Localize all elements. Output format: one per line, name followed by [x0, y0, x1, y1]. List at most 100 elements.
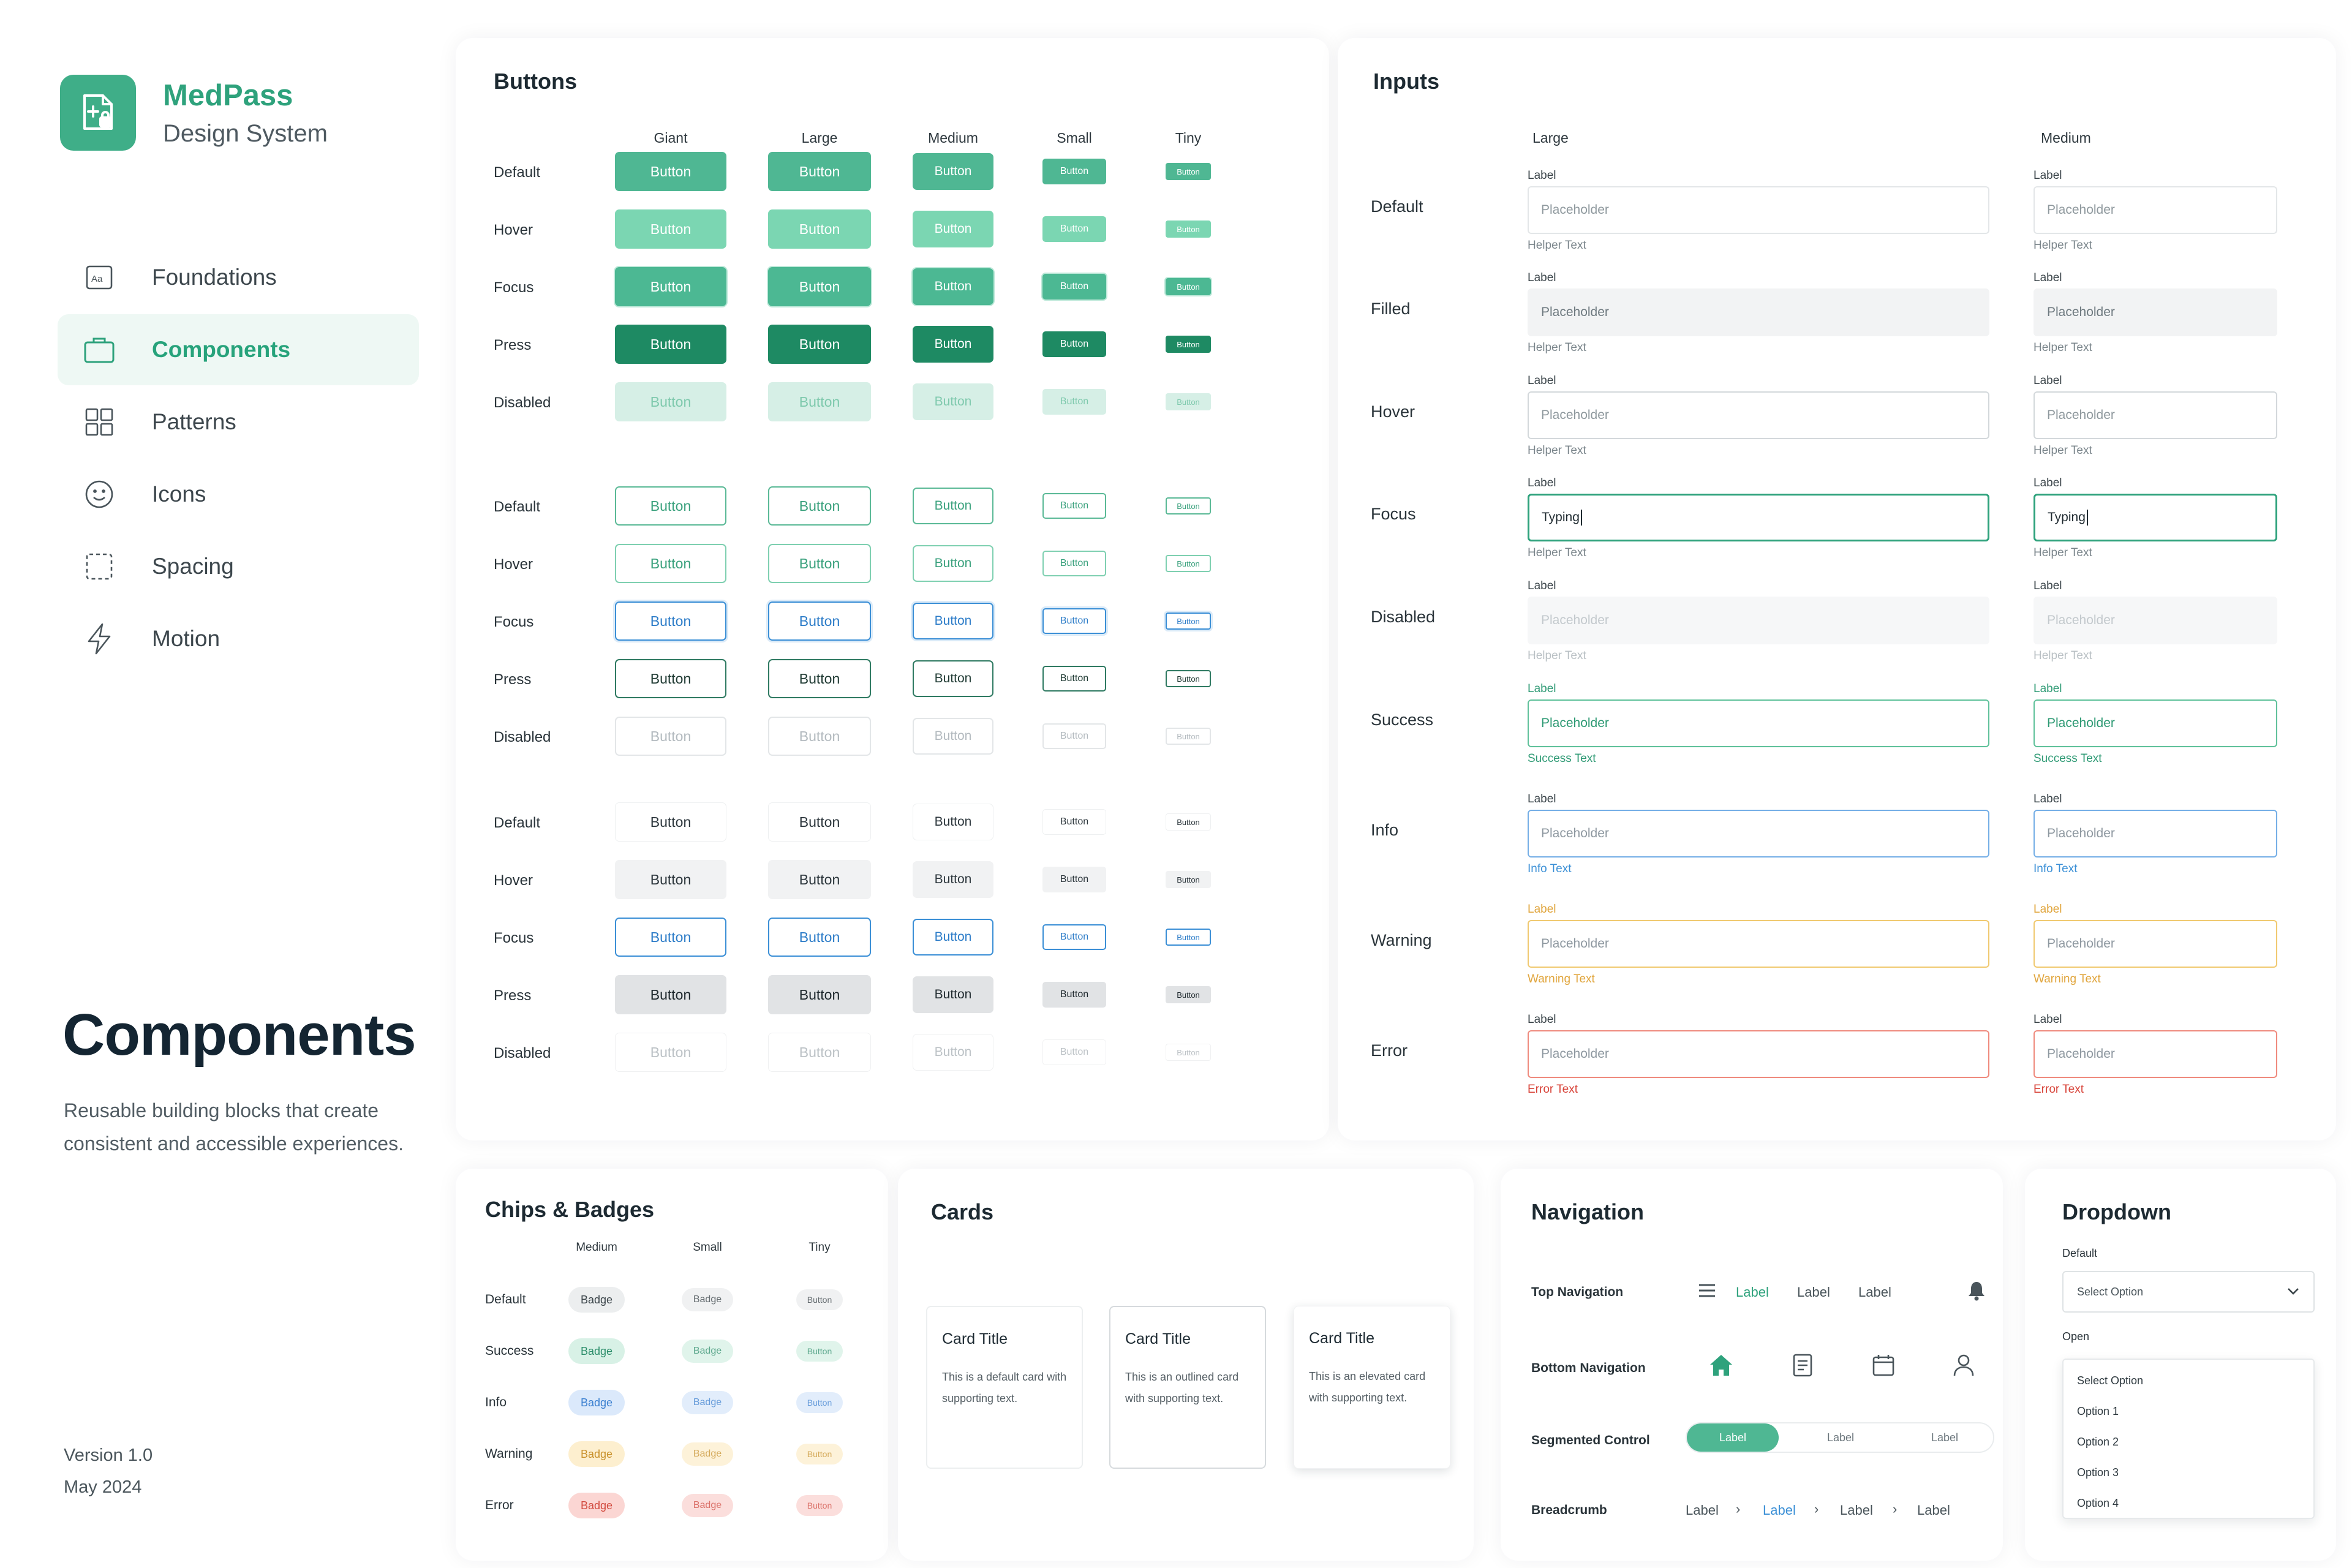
focus-large-input[interactable]: Typing: [1528, 494, 1989, 541]
ghost-press-button[interactable]: Button: [615, 975, 726, 1014]
filled-disabled-button[interactable]: Button: [1166, 393, 1211, 410]
ghost-press-button[interactable]: Button: [1042, 982, 1106, 1008]
filled-press-button[interactable]: Button: [913, 326, 993, 363]
filled-default-button[interactable]: Button: [1042, 159, 1106, 184]
sidebar-item-spacing[interactable]: Spacing: [58, 531, 419, 602]
dropdown-option[interactable]: Option 4: [2077, 1497, 2119, 1509]
outline-hover-button[interactable]: Button: [913, 545, 993, 582]
info-medium-input[interactable]: Placeholder: [2034, 810, 2277, 858]
outline-disabled-button[interactable]: Button: [768, 717, 871, 756]
sidebar-item-icons[interactable]: Icons: [58, 459, 419, 530]
outline-press-button[interactable]: Button: [913, 660, 993, 697]
ghost-disabled-button[interactable]: Button: [913, 1034, 993, 1071]
dropdown-option[interactable]: Select Option: [2077, 1374, 2144, 1387]
calendar-icon[interactable]: [1872, 1354, 1895, 1380]
outline-focus-button[interactable]: Button: [1042, 608, 1106, 634]
filled-press-button[interactable]: Button: [1166, 336, 1211, 353]
filled-press-button[interactable]: Button: [615, 325, 726, 364]
outline-focus-button[interactable]: Button: [615, 601, 726, 641]
filled-medium-input[interactable]: Placeholder: [2034, 288, 2277, 336]
filled-large-input[interactable]: Placeholder: [1528, 288, 1989, 336]
ghost-hover-button[interactable]: Button: [1166, 871, 1211, 888]
ghost-default-button[interactable]: Button: [768, 802, 871, 842]
dropdown-option[interactable]: Option 2: [2077, 1436, 2119, 1448]
sidebar-item-components[interactable]: Components: [58, 314, 419, 385]
outline-hover-button[interactable]: Button: [1042, 551, 1106, 576]
dropdown-option[interactable]: Option 1: [2077, 1405, 2119, 1417]
outline-hover-button[interactable]: Button: [1166, 555, 1211, 572]
default-medium-input[interactable]: Placeholder: [2034, 186, 2277, 234]
top-nav-item[interactable]: Label: [1736, 1284, 1769, 1300]
elevated-card[interactable]: Card Title This is an elevated card with…: [1294, 1306, 1450, 1469]
ghost-default-button[interactable]: Button: [1042, 809, 1106, 835]
ghost-press-button[interactable]: Button: [913, 976, 993, 1013]
document-icon[interactable]: [1792, 1354, 1813, 1380]
breadcrumb-item[interactable]: Label: [1917, 1502, 1950, 1518]
info-large-input[interactable]: Placeholder: [1528, 810, 1989, 858]
ghost-hover-button[interactable]: Button: [768, 860, 871, 899]
ghost-disabled-button[interactable]: Button: [1042, 1039, 1106, 1065]
ghost-press-button[interactable]: Button: [768, 975, 871, 1014]
outline-press-button[interactable]: Button: [768, 659, 871, 698]
segment-item[interactable]: Label: [1931, 1431, 1959, 1444]
breadcrumb-item[interactable]: Label: [1763, 1502, 1796, 1518]
ghost-press-button[interactable]: Button: [1166, 986, 1211, 1003]
outline-press-button[interactable]: Button: [615, 659, 726, 698]
outline-default-button[interactable]: Button: [615, 486, 726, 526]
ghost-default-button[interactable]: Button: [1166, 813, 1211, 831]
outline-disabled-button[interactable]: Button: [615, 717, 726, 756]
outline-disabled-button[interactable]: Button: [913, 718, 993, 755]
breadcrumb-item[interactable]: Label: [1686, 1502, 1719, 1518]
top-nav-item[interactable]: Label: [1797, 1284, 1830, 1300]
bell-icon[interactable]: [1967, 1280, 1986, 1304]
filled-press-button[interactable]: Button: [768, 325, 871, 364]
outline-default-button[interactable]: Button: [1042, 493, 1106, 519]
success-large-input[interactable]: Placeholder: [1528, 699, 1989, 747]
ghost-default-button[interactable]: Button: [615, 802, 726, 842]
outline-focus-button[interactable]: Button: [768, 601, 871, 641]
outline-disabled-button[interactable]: Button: [1166, 728, 1211, 745]
outlined-card[interactable]: Card Title This is an outlined card with…: [1109, 1306, 1266, 1469]
outline-default-button[interactable]: Button: [768, 486, 871, 526]
filled-default-button[interactable]: Button: [913, 153, 993, 190]
filled-default-button[interactable]: Button: [615, 152, 726, 191]
filled-hover-button[interactable]: Button: [768, 209, 871, 249]
ghost-focus-button[interactable]: Button: [1042, 924, 1106, 950]
sidebar-item-foundations[interactable]: Aa Foundations: [58, 242, 419, 313]
filled-hover-button[interactable]: Button: [615, 209, 726, 249]
ghost-focus-button[interactable]: Button: [615, 918, 726, 957]
breadcrumb-item[interactable]: Label: [1840, 1502, 1873, 1518]
top-nav-item[interactable]: Label: [1858, 1284, 1891, 1300]
home-icon[interactable]: [1709, 1354, 1733, 1380]
filled-focus-button[interactable]: Button: [615, 267, 726, 306]
warning-large-input[interactable]: Placeholder: [1528, 920, 1989, 968]
outline-focus-button[interactable]: Button: [913, 603, 993, 639]
success-medium-input[interactable]: Placeholder: [2034, 699, 2277, 747]
error-large-input[interactable]: Placeholder: [1528, 1030, 1989, 1078]
filled-disabled-button[interactable]: Button: [1042, 389, 1106, 415]
default-large-input[interactable]: Placeholder: [1528, 186, 1989, 234]
filled-disabled-button[interactable]: Button: [913, 383, 993, 420]
error-medium-input[interactable]: Placeholder: [2034, 1030, 2277, 1078]
ghost-disabled-button[interactable]: Button: [615, 1033, 726, 1072]
focus-medium-input[interactable]: Typing: [2034, 494, 2277, 541]
sidebar-item-patterns[interactable]: Patterns: [58, 386, 419, 458]
dropdown-select[interactable]: Select Option: [2062, 1271, 2315, 1313]
filled-disabled-button[interactable]: Button: [615, 382, 726, 421]
filled-focus-button[interactable]: Button: [1166, 278, 1211, 295]
segment-item[interactable]: Label: [1687, 1423, 1779, 1452]
ghost-focus-button[interactable]: Button: [913, 919, 993, 956]
ghost-disabled-button[interactable]: Button: [1166, 1044, 1211, 1061]
warning-medium-input[interactable]: Placeholder: [2034, 920, 2277, 968]
filled-default-button[interactable]: Button: [1166, 163, 1211, 180]
hover-medium-input[interactable]: Placeholder: [2034, 391, 2277, 439]
filled-focus-button[interactable]: Button: [913, 268, 993, 305]
outline-hover-button[interactable]: Button: [768, 544, 871, 583]
outline-focus-button[interactable]: Button: [1166, 612, 1211, 630]
outline-press-button[interactable]: Button: [1166, 670, 1211, 687]
segment-item[interactable]: Label: [1826, 1431, 1855, 1444]
filled-default-button[interactable]: Button: [768, 152, 871, 191]
ghost-hover-button[interactable]: Button: [615, 860, 726, 899]
sidebar-item-motion[interactable]: Motion: [58, 603, 419, 674]
ghost-focus-button[interactable]: Button: [768, 918, 871, 957]
